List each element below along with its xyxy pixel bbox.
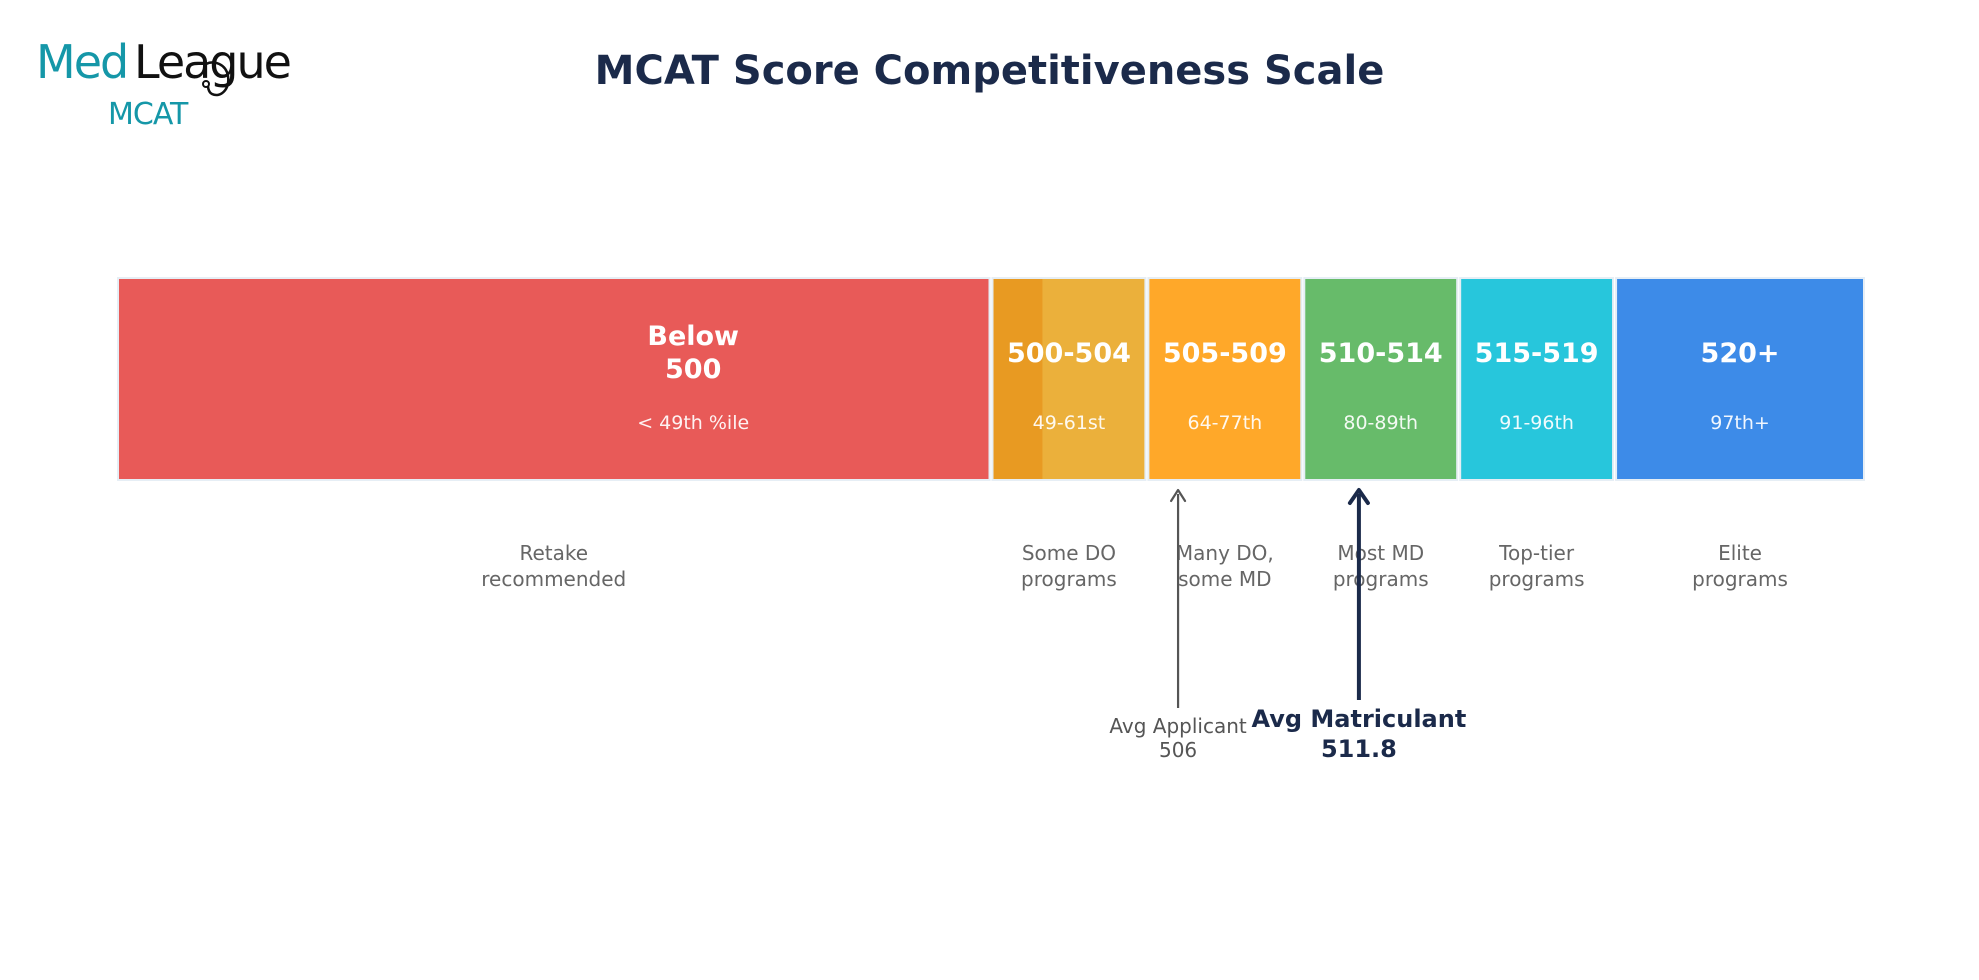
segment-block xyxy=(1303,277,1459,481)
logo-mcat-text: MCAT xyxy=(108,97,189,130)
segment-block xyxy=(1615,277,1865,481)
segment-percentile: 80-89th xyxy=(1343,412,1418,434)
marker-label: Avg Applicant xyxy=(1109,714,1247,738)
segment-range-label: 505-509 xyxy=(1163,338,1287,369)
arrow-up-icon xyxy=(1347,488,1370,505)
scale-segment: 505-509 64-77th Many DO,some MD xyxy=(1147,277,1303,591)
segment-description: Most MD xyxy=(1337,541,1424,565)
segment-description-line2: programs xyxy=(1333,567,1429,591)
segment-range-label: 520+ xyxy=(1701,338,1780,369)
segment-description-line2: recommended xyxy=(481,567,626,591)
medleague-logo: Med League MCAT xyxy=(36,35,292,130)
segment-percentile: 91-96th xyxy=(1499,412,1574,434)
segment-description-line2: programs xyxy=(1489,567,1585,591)
segment-block xyxy=(1147,277,1303,481)
segment-block xyxy=(117,277,991,481)
segment-percentile: 64-77th xyxy=(1187,412,1262,434)
segment-range-label: 500-504 xyxy=(1007,338,1131,369)
segment-description: Top-tier xyxy=(1498,541,1575,565)
segment-description: Retake xyxy=(519,541,588,565)
segment-range-label: Below xyxy=(647,321,739,352)
stethoscope-chestpiece-icon xyxy=(202,80,210,88)
logo-med-text: Med xyxy=(36,35,127,89)
segment-range-label: 510-514 xyxy=(1319,338,1443,369)
segment-range-label-line2: 500 xyxy=(665,354,721,385)
arrow-up-icon xyxy=(1169,488,1187,503)
marker-value: 511.8 xyxy=(1321,735,1397,763)
segment-description-line2: some MD xyxy=(1178,567,1271,591)
segment-percentile: < 49th %ile xyxy=(637,412,749,434)
segment-description: Many DO, xyxy=(1176,541,1274,565)
segment-block xyxy=(1459,277,1615,481)
segment-description-line2: programs xyxy=(1021,567,1117,591)
stethoscope-icon xyxy=(205,61,230,97)
segment-range-label: 515-519 xyxy=(1475,338,1599,369)
segment-description: Some DO xyxy=(1022,541,1116,565)
marker-label: Avg Matriculant xyxy=(1252,705,1467,733)
segment-percentile: 49-61st xyxy=(1033,412,1106,434)
segment-percentile: 97th+ xyxy=(1710,412,1770,434)
page-title: MCAT Score Competitiveness Scale xyxy=(594,48,1385,94)
segment-description-line2: programs xyxy=(1692,567,1788,591)
marker-value: 506 xyxy=(1159,738,1197,762)
segment-accent xyxy=(993,279,1043,479)
segment-description: Elite xyxy=(1718,541,1762,565)
